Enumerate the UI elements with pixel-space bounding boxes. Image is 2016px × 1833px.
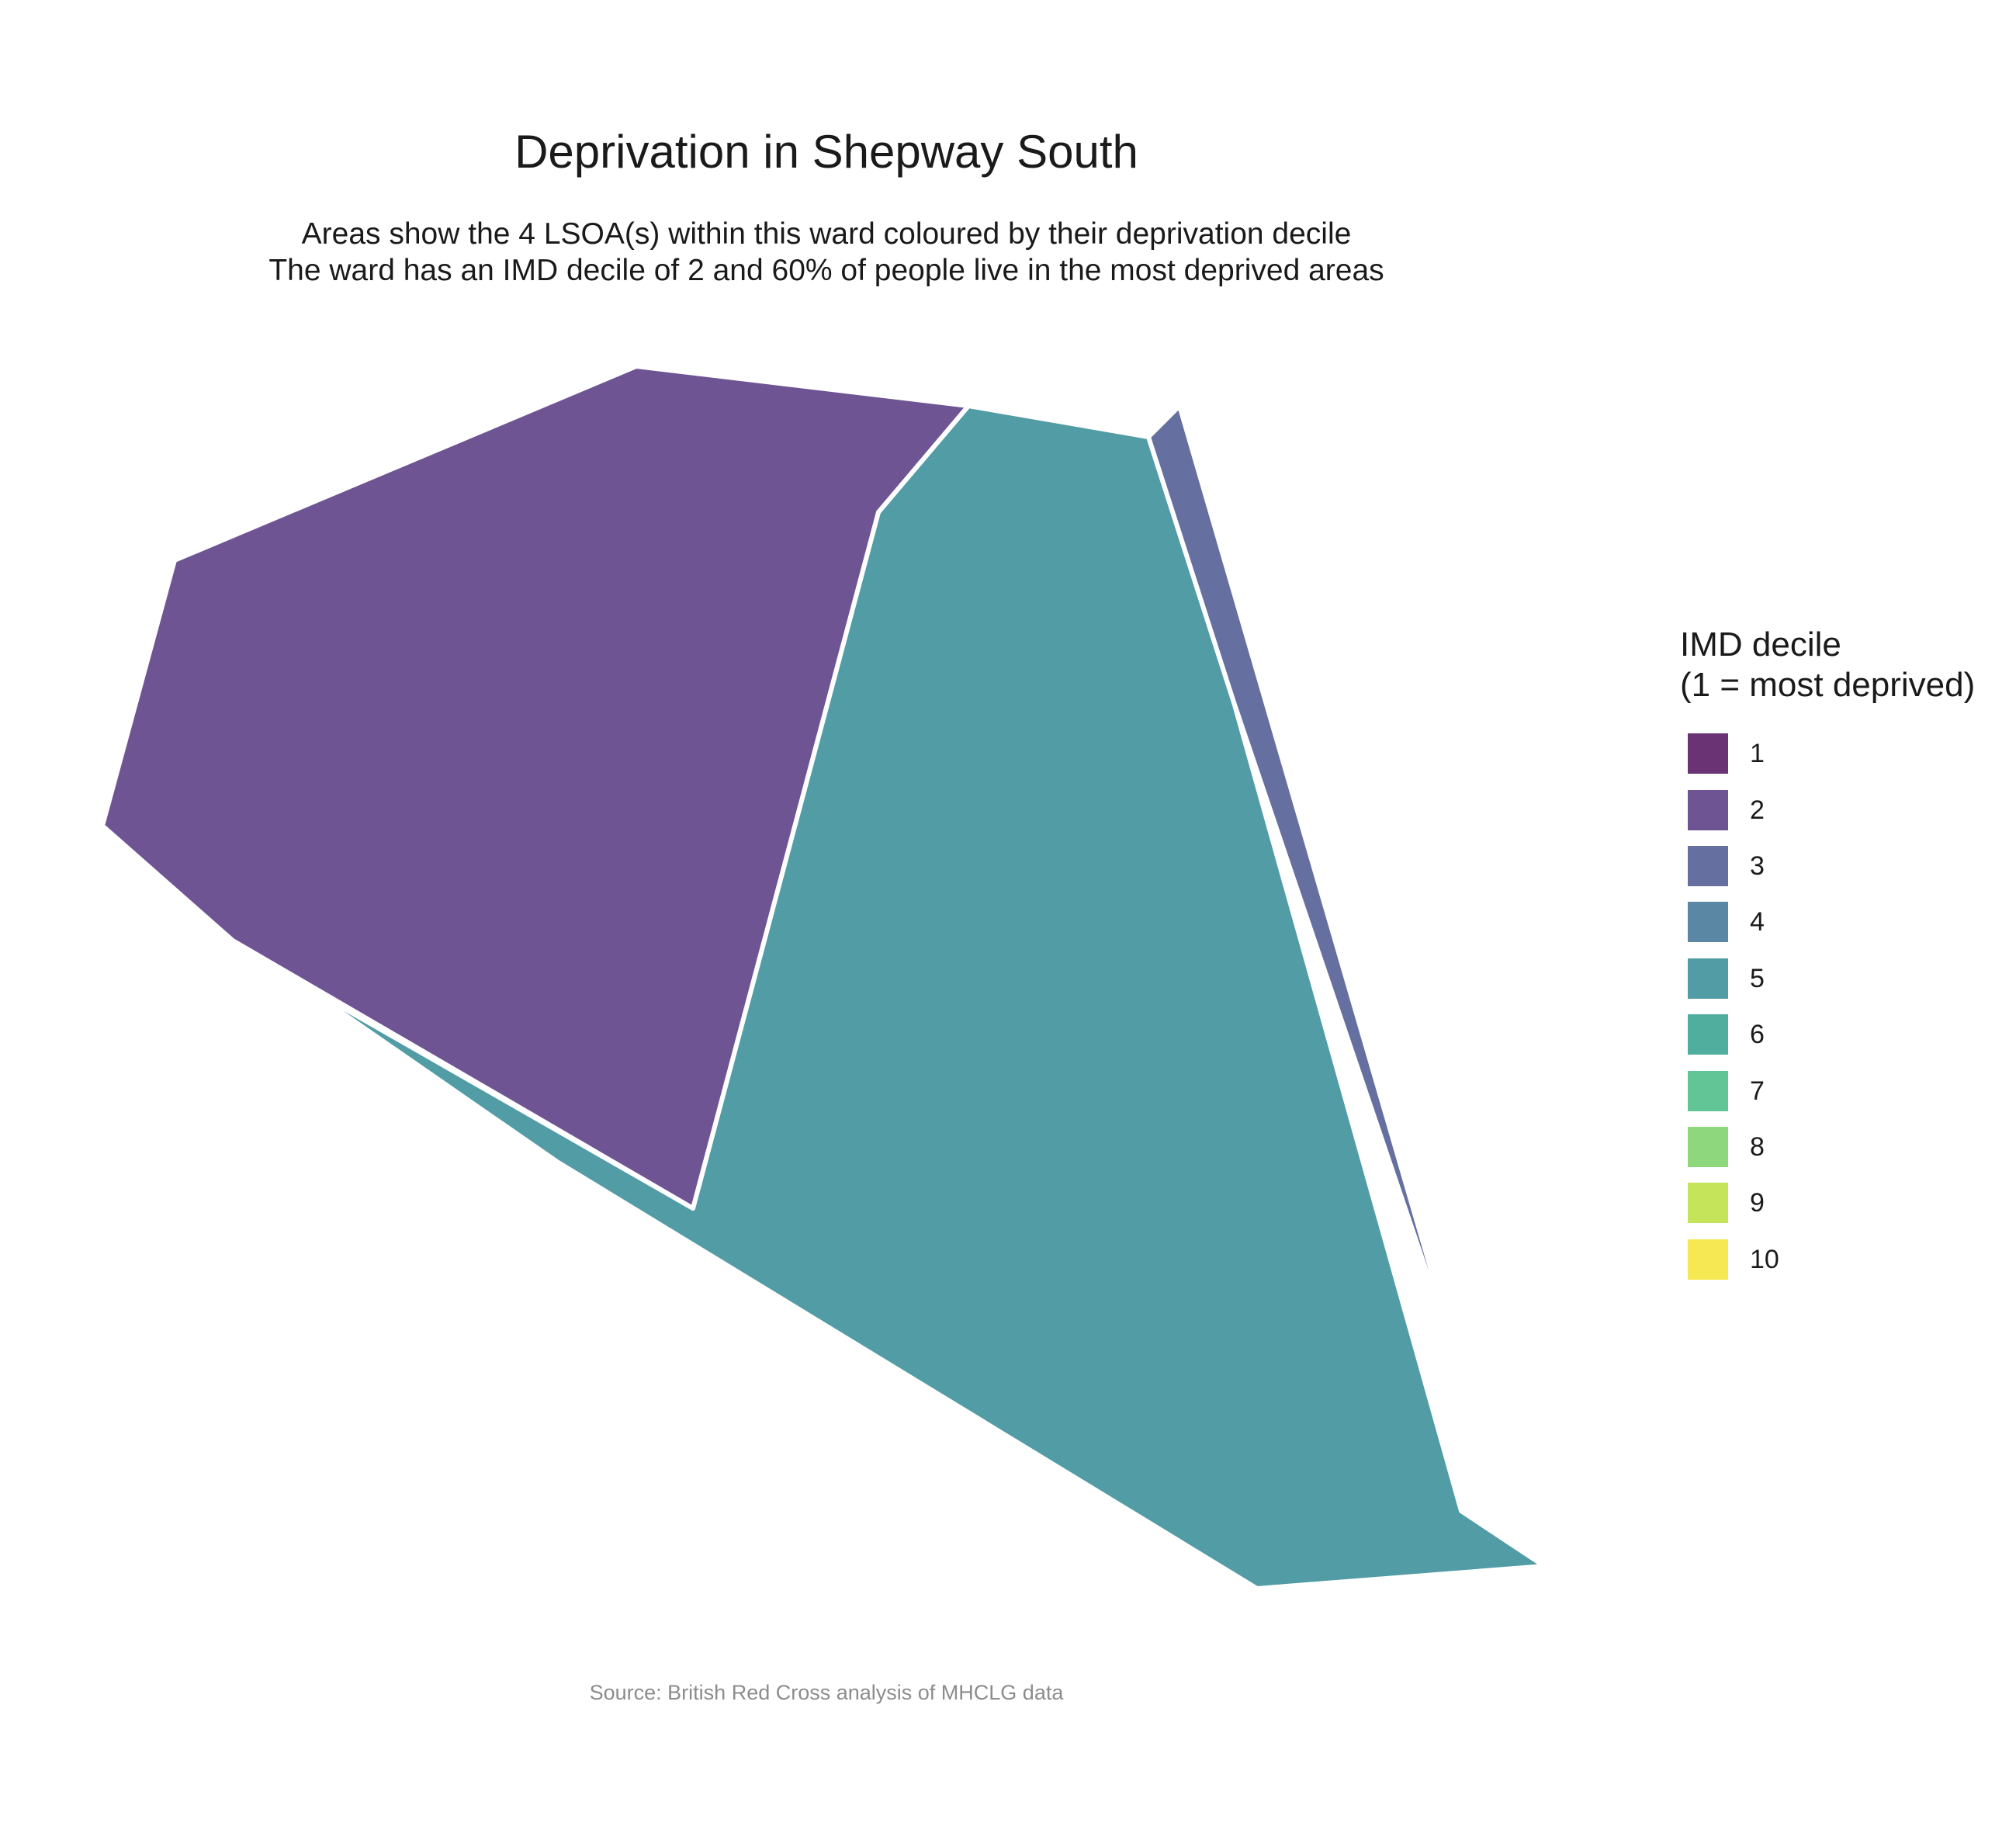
legend-label: 7 bbox=[1750, 1076, 1765, 1106]
legend-swatch bbox=[1688, 1239, 1728, 1280]
legend-title-line-1: IMD decile bbox=[1680, 625, 1841, 664]
legend-swatch bbox=[1688, 1126, 1728, 1167]
lsoa-area-decile-3[interactable] bbox=[1146, 404, 1464, 1376]
source-caption: Source: British Red Cross analysis of MH… bbox=[589, 1681, 1064, 1704]
legend-item: 8 bbox=[1680, 1119, 1975, 1175]
legend-label: 10 bbox=[1750, 1244, 1779, 1274]
legend-label: 5 bbox=[1750, 963, 1765, 993]
legend-item: 7 bbox=[1680, 1062, 1975, 1118]
legend-item: 10 bbox=[1680, 1232, 1975, 1287]
legend-label: 9 bbox=[1750, 1188, 1765, 1218]
legend-label: 1 bbox=[1750, 739, 1765, 769]
legend-item: 9 bbox=[1680, 1175, 1975, 1231]
map-subtitle-line-1: Areas show the 4 LSOA(s) within this war… bbox=[301, 217, 1352, 251]
legend-swatch bbox=[1688, 1014, 1728, 1055]
legend-swatch bbox=[1688, 845, 1728, 886]
legend-swatch bbox=[1688, 1183, 1728, 1224]
legend-label: 2 bbox=[1750, 795, 1765, 825]
legend-swatch bbox=[1688, 789, 1728, 830]
legend: IMD decile (1 = most deprived) 1 2 3 4 5 6 7 8 9… bbox=[1680, 625, 1975, 1287]
legend-label: 6 bbox=[1750, 1020, 1765, 1050]
map-subtitle-line-2: The ward has an IMD decile of 2 and 60% … bbox=[268, 254, 1384, 287]
legend-item: 4 bbox=[1680, 894, 1975, 950]
legend-label: 8 bbox=[1750, 1131, 1765, 1162]
legend-title-line-2: (1 = most deprived) bbox=[1680, 666, 1976, 704]
map-title: Deprivation in Shepway South bbox=[514, 126, 1138, 178]
legend-swatch bbox=[1688, 733, 1728, 774]
legend-label: 4 bbox=[1750, 907, 1765, 937]
legend-label: 3 bbox=[1750, 851, 1765, 881]
legend-swatch bbox=[1688, 902, 1728, 943]
lsoa-area-decile-2[interactable] bbox=[100, 364, 971, 1211]
legend-swatch bbox=[1688, 958, 1728, 999]
legend-item: 3 bbox=[1680, 838, 1975, 894]
legend-title: IMD decile (1 = most deprived) bbox=[1680, 625, 1975, 705]
legend-item: 1 bbox=[1680, 726, 1975, 781]
legend-swatch bbox=[1688, 1070, 1728, 1111]
legend-item: 2 bbox=[1680, 781, 1975, 837]
legend-items: 1 2 3 4 5 6 7 8 9 10 bbox=[1680, 726, 1975, 1287]
legend-item: 6 bbox=[1680, 1007, 1975, 1062]
legend-item: 5 bbox=[1680, 951, 1975, 1007]
